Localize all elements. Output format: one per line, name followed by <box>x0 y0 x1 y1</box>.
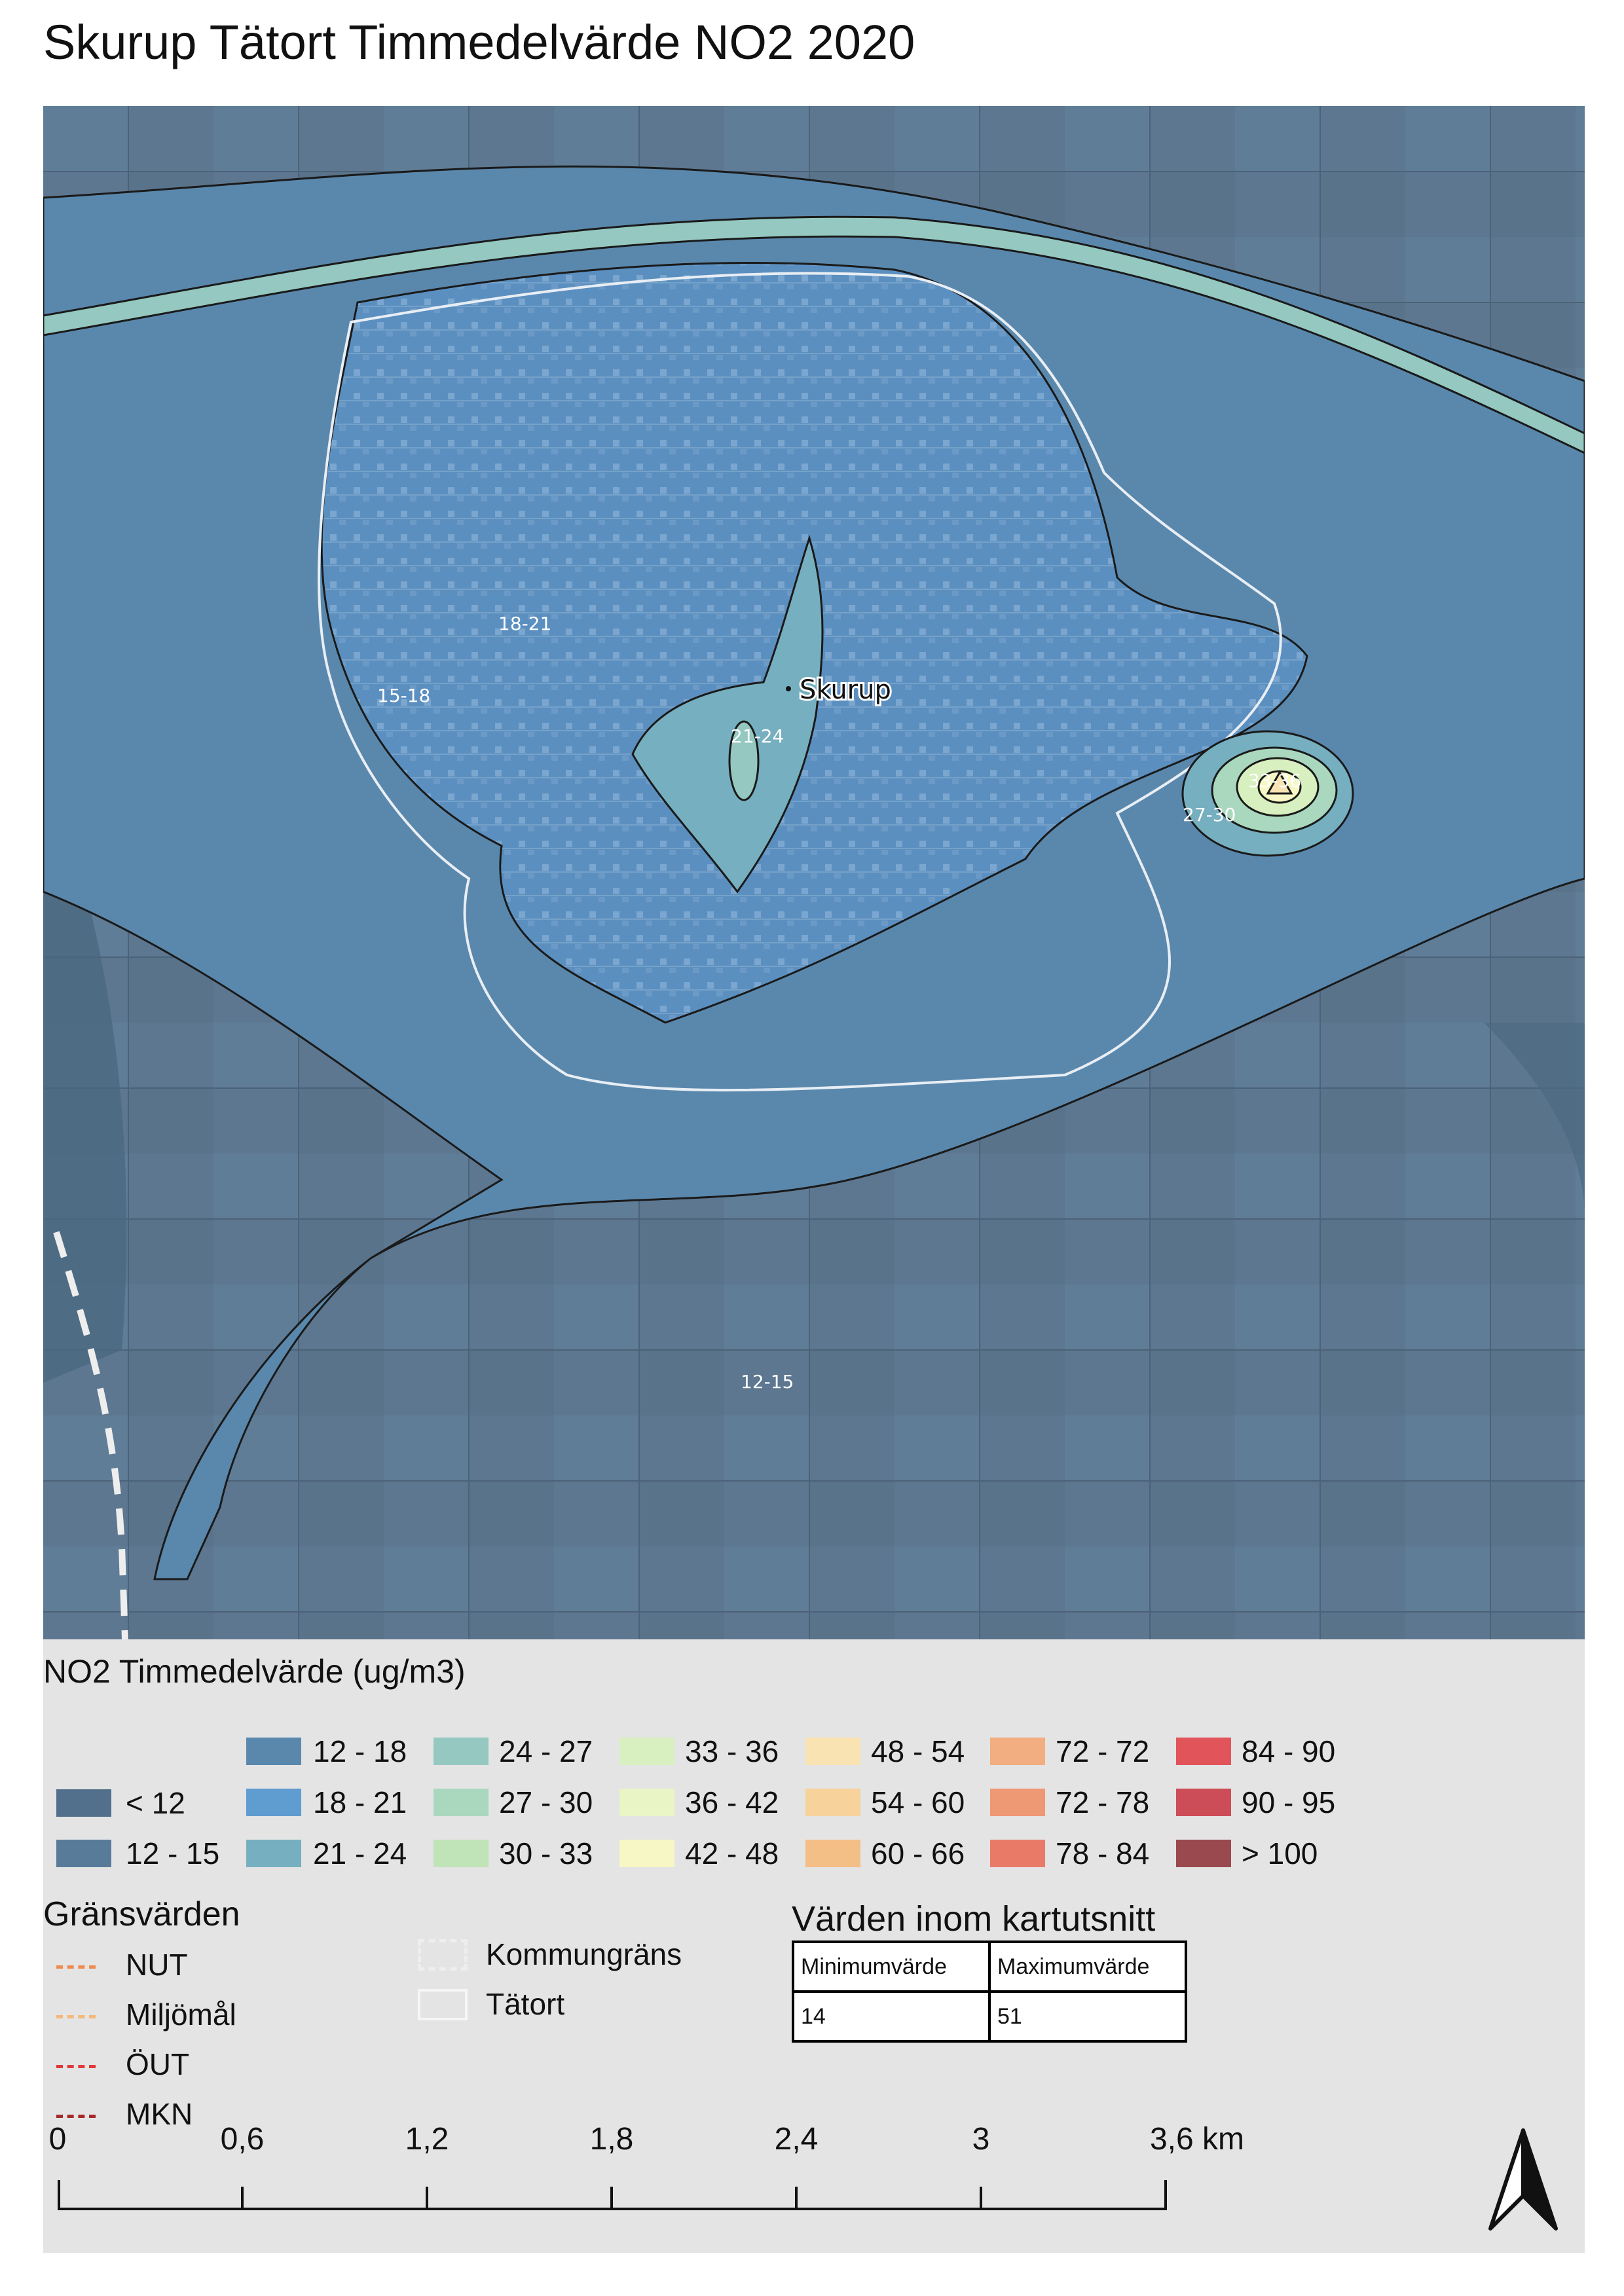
legend-label: 24 - 27 <box>499 1734 593 1768</box>
legend-swatch <box>805 1738 860 1765</box>
legend-swatch <box>805 1840 860 1867</box>
forest-area <box>43 761 127 1383</box>
legend-label: 78 - 84 <box>1056 1836 1150 1870</box>
legend-label: < 12 <box>126 1786 185 1820</box>
legend-panel: NO2 Timmedelvärde (ug/m3) < 12 12 - 15 1… <box>43 1639 1585 2253</box>
zone-label-33-36: 33-36 <box>1248 770 1301 792</box>
zone-label-21-24: 21-24 <box>731 725 784 747</box>
legend-label: 18 - 21 <box>313 1785 407 1819</box>
legend-swatch <box>805 1789 860 1816</box>
highway-zone <box>43 215 1585 454</box>
legend-label: 42 - 48 <box>685 1836 779 1870</box>
limit-label-mkn: MKN <box>126 2097 193 2131</box>
legend-swatch <box>619 1840 674 1867</box>
map-frame[interactable]: Skurup 18-21 15-18 21-24 33-36 27-30 12-… <box>43 106 1585 1639</box>
legend-label: 21 - 24 <box>313 1836 407 1870</box>
stats-max-header: Maximumvärde <box>988 1941 1187 1993</box>
zone-24-27 <box>728 720 760 801</box>
legend-label: 12 - 18 <box>313 1734 407 1768</box>
legend-label: 72 - 72 <box>1056 1734 1150 1768</box>
skurup-point <box>786 686 791 691</box>
legend-title: NO2 Timmedelvärde (ug/m3) <box>43 1653 466 1690</box>
stats-min-value: 14 <box>792 1990 991 2043</box>
legend-swatch <box>619 1738 674 1765</box>
scale-bar-line <box>58 2180 1167 2210</box>
legend-label: 12 - 15 <box>126 1836 220 1870</box>
legend-label: 84 - 90 <box>1242 1734 1336 1768</box>
legend-swatch <box>1176 1789 1231 1816</box>
limit-line <box>56 1965 96 1969</box>
zone-label-12-15: 12-15 <box>741 1371 794 1393</box>
scale-label: 3,6 km <box>1149 2122 1245 2157</box>
legend-label: 60 - 66 <box>871 1836 965 1870</box>
kommungrans-label: Kommungräns <box>486 1937 682 1971</box>
scale-label: 0,6 <box>220 2122 265 2157</box>
legend-label: 33 - 36 <box>685 1734 779 1768</box>
hotspot-peak <box>1266 770 1293 795</box>
legend-label: > 100 <box>1242 1836 1318 1870</box>
map-title: Skurup Tätort Timmedelvärde NO2 2020 <box>43 15 915 69</box>
scale-label: 1,2 <box>405 2122 449 2157</box>
place-label-skurup: Skurup <box>800 675 891 705</box>
legend-swatch <box>56 1840 111 1867</box>
limit-line <box>56 2065 96 2068</box>
zone-label-27-30: 27-30 <box>1183 804 1236 826</box>
zone-21-24 <box>631 535 824 894</box>
scale-label: 3 <box>972 2122 990 2157</box>
legend-swatch <box>1176 1840 1231 1867</box>
limit-label-nut: NUT <box>126 1948 188 1982</box>
scale-label: 1,8 <box>589 2122 634 2157</box>
tatort-boundary <box>318 272 1282 1092</box>
zone-label-15-18: 15-18 <box>377 685 430 706</box>
legend-swatch <box>990 1789 1045 1816</box>
legend-swatch <box>1176 1738 1231 1765</box>
legend-swatch <box>434 1840 489 1867</box>
stats-max-value: 51 <box>988 1990 1187 2043</box>
scale-label: 0 <box>48 2122 67 2157</box>
kommungrans-swatch <box>418 1939 468 1971</box>
legend-swatch <box>990 1840 1045 1867</box>
legend-label: 72 - 78 <box>1056 1785 1150 1819</box>
legend-label: 36 - 42 <box>685 1785 779 1819</box>
zone-label-18-21: 18-21 <box>498 613 551 634</box>
limit-label-out: ÖUT <box>126 2047 190 2081</box>
stats-title: Värden inom kartutsnitt <box>792 1899 1156 1939</box>
north-arrow-icon <box>1488 2128 1558 2231</box>
tatort-label: Tätort <box>486 1987 565 2021</box>
legend-swatch <box>990 1738 1045 1765</box>
legend-label: 27 - 30 <box>499 1785 593 1819</box>
legend-swatch <box>246 1738 301 1765</box>
legend-swatch <box>619 1789 674 1816</box>
legend-swatch <box>56 1789 111 1817</box>
limit-line <box>56 2015 96 2018</box>
legend-swatch <box>434 1738 489 1765</box>
tatort-swatch <box>418 1989 468 2020</box>
stats-min-header: Minimumvärde <box>792 1941 991 1993</box>
legend-swatch <box>246 1789 301 1816</box>
legend-label: 30 - 33 <box>499 1836 593 1870</box>
legend-label: 90 - 95 <box>1242 1785 1336 1819</box>
limit-label-miljomal: Miljömål <box>126 1997 236 2032</box>
scale-label: 2,4 <box>774 2122 819 2157</box>
legend-swatch <box>246 1840 301 1867</box>
limits-title: Gränsvärden <box>43 1895 240 1933</box>
stats-table: Minimumvärde Maximumvärde 14 51 <box>792 1941 1187 2043</box>
legend-label: 54 - 60 <box>871 1785 965 1819</box>
legend-swatch <box>434 1789 489 1816</box>
limit-line <box>56 2115 96 2118</box>
forest-area-east <box>1484 1023 1585 1219</box>
legend-label: 48 - 54 <box>871 1734 965 1768</box>
map-canvas: Skurup 18-21 15-18 21-24 33-36 27-30 12-… <box>43 106 1585 1639</box>
